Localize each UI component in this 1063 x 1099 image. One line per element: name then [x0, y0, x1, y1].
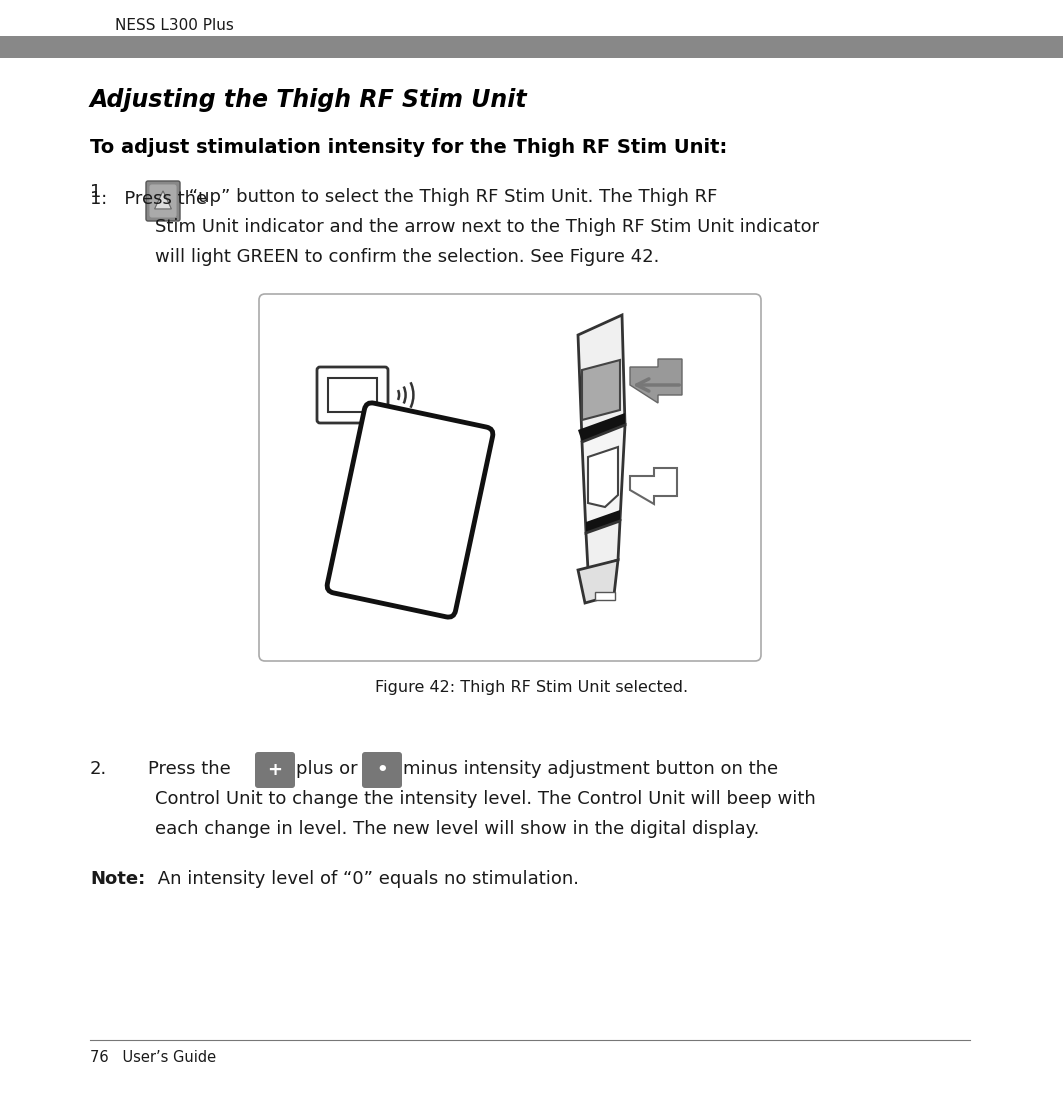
Text: Press the: Press the	[148, 761, 231, 778]
FancyBboxPatch shape	[146, 181, 180, 221]
Text: Adjusting the Thigh RF Stim Unit: Adjusting the Thigh RF Stim Unit	[90, 88, 527, 112]
FancyBboxPatch shape	[327, 403, 493, 618]
Polygon shape	[630, 359, 682, 403]
Text: To adjust stimulation intensity for the Thigh RF Stim Unit:: To adjust stimulation intensity for the …	[90, 138, 727, 157]
Text: 2.: 2.	[90, 761, 107, 778]
FancyBboxPatch shape	[317, 367, 388, 423]
Polygon shape	[578, 413, 625, 442]
Text: Note:: Note:	[90, 870, 146, 888]
Polygon shape	[586, 521, 620, 570]
Bar	[0, 36, 1063, 58]
Bar	[595, 592, 615, 600]
Text: Figure 42: Thigh RF Stim Unit selected.: Figure 42: Thigh RF Stim Unit selected.	[375, 680, 689, 695]
Text: minus intensity adjustment button on the: minus intensity adjustment button on the	[403, 761, 778, 778]
Text: 1.: 1.	[90, 184, 107, 201]
Text: 1.   Press the: 1. Press the	[90, 190, 207, 208]
Polygon shape	[583, 360, 620, 420]
Polygon shape	[586, 510, 620, 533]
Text: •: •	[376, 761, 388, 779]
Text: An intensity level of “0” equals no stimulation.: An intensity level of “0” equals no stim…	[152, 870, 579, 888]
Polygon shape	[578, 560, 618, 603]
Polygon shape	[583, 425, 625, 533]
Text: will light GREEN to confirm the selection. See Figure 42.: will light GREEN to confirm the selectio…	[155, 248, 659, 266]
FancyBboxPatch shape	[150, 185, 176, 217]
Text: Control Unit to change the intensity level. The Control Unit will beep with: Control Unit to change the intensity lev…	[155, 790, 815, 808]
Text: plus or: plus or	[296, 761, 357, 778]
Polygon shape	[578, 315, 625, 440]
Text: each change in level. The new level will show in the digital display.: each change in level. The new level will…	[155, 820, 759, 839]
Polygon shape	[588, 447, 618, 507]
Text: 76   User’s Guide: 76 User’s Guide	[90, 1050, 216, 1065]
Bar	[328, 378, 377, 412]
Text: +: +	[268, 761, 283, 779]
FancyBboxPatch shape	[259, 295, 761, 660]
FancyBboxPatch shape	[362, 752, 402, 788]
Text: Stim Unit indicator and the arrow next to the Thigh RF Stim Unit indicator: Stim Unit indicator and the arrow next t…	[155, 218, 820, 236]
Polygon shape	[154, 191, 171, 209]
FancyBboxPatch shape	[255, 752, 296, 788]
Text: NESS L300 Plus: NESS L300 Plus	[115, 18, 234, 33]
Polygon shape	[630, 468, 677, 504]
Text: “up” button to select the Thigh RF Stim Unit. The Thigh RF: “up” button to select the Thigh RF Stim …	[183, 188, 718, 206]
